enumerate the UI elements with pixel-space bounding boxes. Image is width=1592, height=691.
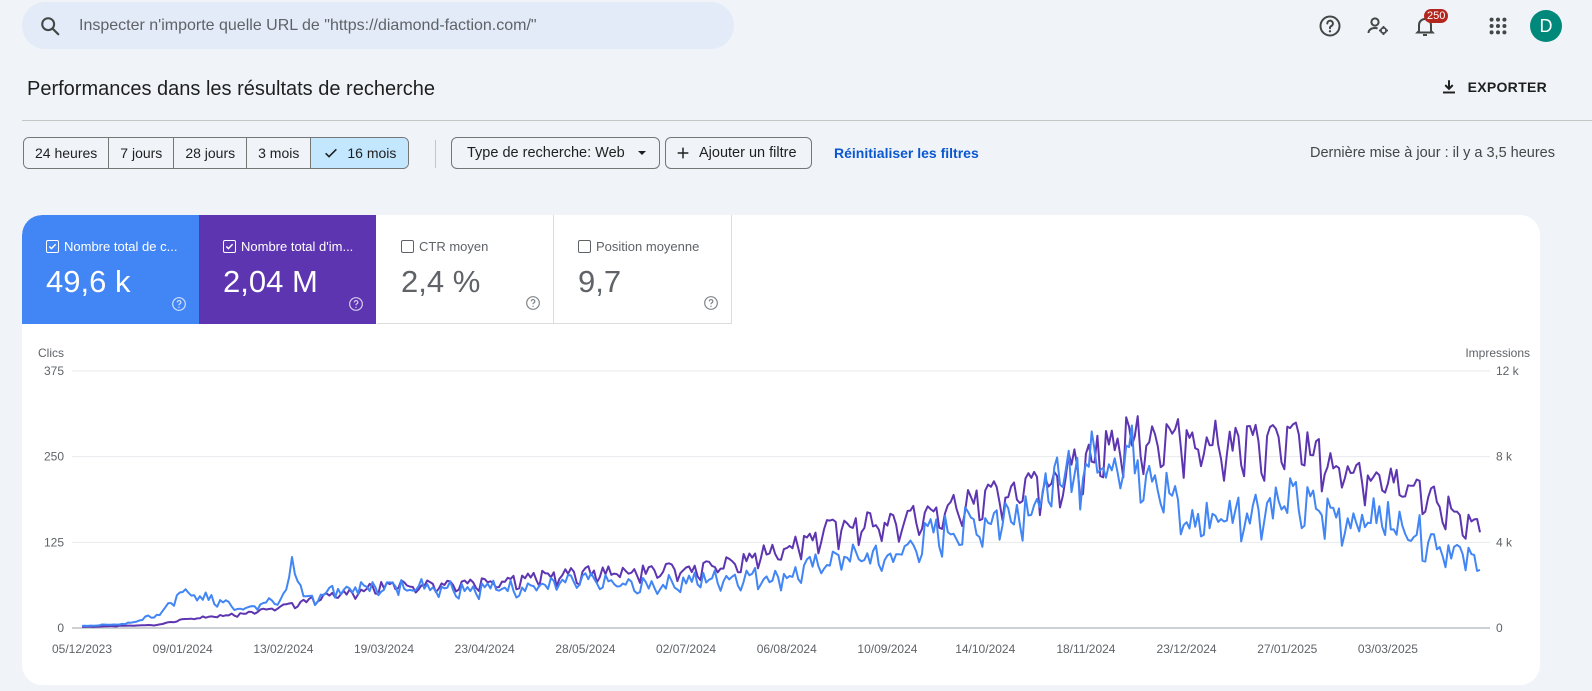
apps-icon[interactable]	[1482, 10, 1514, 42]
x-tick-label: 03/03/2025	[1358, 642, 1418, 656]
x-tick-label: 02/07/2024	[656, 642, 716, 656]
caret-down-icon	[637, 151, 646, 155]
export-label: EXPORTER	[1467, 79, 1547, 95]
x-tick-label: 19/03/2024	[354, 642, 414, 656]
help-icon[interactable]	[1314, 10, 1346, 42]
avatar[interactable]: D	[1530, 10, 1562, 42]
metric-value: 49,6 k	[46, 264, 131, 299]
checkbox-checked-icon[interactable]	[223, 240, 236, 253]
search-icon	[41, 16, 60, 35]
help-icon[interactable]	[171, 296, 187, 312]
reset-filters-link[interactable]: Réinitialiser les filtres	[834, 145, 979, 161]
checkbox-unchecked-icon[interactable]	[401, 240, 414, 253]
add-filter-button[interactable]: Ajouter un filtre	[665, 137, 812, 169]
help-icon[interactable]	[525, 295, 541, 311]
help-icon[interactable]	[703, 295, 719, 311]
add-filter-label: Ajouter un filtre	[699, 145, 797, 161]
range-24h-button[interactable]: 24 heures	[24, 138, 110, 168]
x-tick-label: 14/10/2024	[955, 642, 1015, 656]
x-tick-label: 18/11/2024	[1056, 642, 1115, 656]
left-axis-label: Clics	[38, 346, 64, 360]
range-16m-label: 16 mois	[347, 145, 397, 161]
metric-value: 9,7	[578, 264, 622, 299]
metric-average-ctr[interactable]: CTR moyen 2,4 %	[377, 215, 554, 324]
x-tick-label: 06/08/2024	[757, 642, 817, 656]
search-type-dropdown[interactable]: Type de recherche: Web	[451, 137, 660, 169]
right-tick-label: 12 k	[1496, 364, 1520, 378]
x-tick-label: 10/09/2024	[857, 642, 917, 656]
notifications-icon[interactable]: 250	[1409, 9, 1449, 42]
x-tick-label: 28/05/2024	[555, 642, 615, 656]
header-divider	[22, 120, 1592, 121]
manage-accounts-icon[interactable]	[1362, 10, 1394, 42]
left-tick-label: 375	[44, 364, 64, 378]
url-inspection-bar[interactable]	[22, 2, 734, 49]
left-tick-label: 250	[44, 450, 64, 464]
right-axis-label: Impressions	[1465, 346, 1530, 360]
right-tick-label: 8 k	[1496, 450, 1513, 464]
help-icon[interactable]	[348, 296, 364, 312]
metric-value: 2,04 M	[223, 264, 318, 299]
export-button[interactable]: EXPORTER	[1440, 78, 1547, 96]
metric-total-clicks[interactable]: Nombre total de c... 49,6 k	[22, 215, 199, 324]
x-tick-label: 13/02/2024	[253, 642, 313, 656]
checkbox-unchecked-icon[interactable]	[578, 240, 591, 253]
check-icon	[325, 148, 338, 158]
series-line-clics[interactable]	[81, 424, 1481, 627]
x-tick-label: 09/01/2024	[153, 642, 213, 656]
metric-label: Nombre total de c...	[64, 239, 178, 254]
download-icon	[1442, 80, 1455, 94]
range-3m-button[interactable]: 3 mois	[247, 138, 312, 168]
left-tick-label: 0	[57, 621, 64, 635]
performance-card: Nombre total de c... 49,6 k Nombre total…	[22, 215, 1540, 685]
x-tick-label: 23/04/2024	[455, 642, 515, 656]
notification-count-badge: 250	[1424, 9, 1449, 23]
filter-separator	[435, 140, 436, 168]
x-tick-label: 23/12/2024	[1157, 642, 1217, 656]
range-16m-button[interactable]: 16 mois	[311, 138, 409, 168]
metric-total-impressions[interactable]: Nombre total d'im... 2,04 M	[199, 215, 376, 324]
right-tick-label: 4 k	[1496, 535, 1513, 549]
x-tick-label: 05/12/2023	[52, 642, 112, 656]
metric-label: Position moyenne	[596, 239, 700, 254]
checkbox-checked-icon[interactable]	[46, 240, 59, 253]
performance-chart[interactable]: Clics Impressions 375 250 125 0 12 k 8 k 4 k 0…	[22, 340, 1540, 685]
search-type-label: Type de recherche: Web	[467, 145, 625, 161]
series-line-impressions[interactable]	[82, 415, 1481, 628]
metric-average-position[interactable]: Position moyenne 9,7	[554, 215, 732, 324]
last-update-text: Dernière mise à jour : il y a 3,5 heures	[1310, 145, 1555, 161]
metric-label: Nombre total d'im...	[241, 239, 354, 254]
plus-icon	[677, 147, 689, 159]
metric-value: 2,4 %	[401, 264, 481, 299]
range-28d-button[interactable]: 28 jours	[174, 138, 248, 168]
url-inspection-input[interactable]	[79, 16, 699, 35]
page-title: Performances dans les résultats de reche…	[27, 78, 435, 100]
right-tick-label: 0	[1496, 621, 1503, 635]
left-tick-label: 125	[44, 535, 64, 549]
metric-label: CTR moyen	[419, 239, 489, 254]
x-tick-label: 27/01/2025	[1257, 642, 1317, 656]
date-range-selector: 24 heures 7 jours 28 jours 3 mois 16 moi…	[23, 137, 410, 169]
range-7d-button[interactable]: 7 jours	[109, 138, 175, 168]
